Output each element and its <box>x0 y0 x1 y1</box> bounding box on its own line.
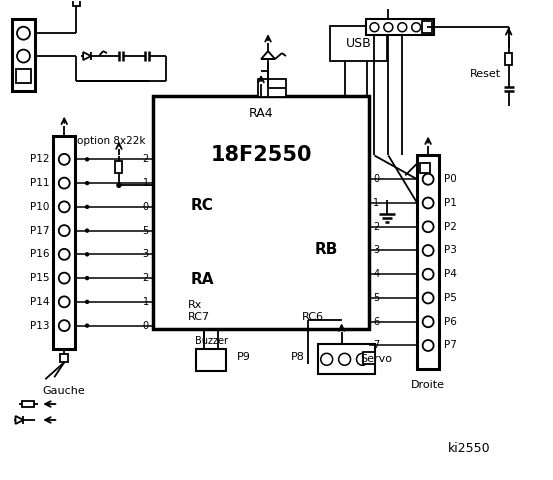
Text: P13: P13 <box>30 321 49 331</box>
Text: 4: 4 <box>373 269 379 279</box>
Text: RC: RC <box>190 198 213 213</box>
Text: 0: 0 <box>143 202 149 212</box>
Text: Rx: Rx <box>187 300 202 310</box>
Text: P16: P16 <box>30 250 49 259</box>
Circle shape <box>86 253 88 256</box>
Text: P1: P1 <box>444 198 457 208</box>
Bar <box>363 352 375 364</box>
Text: P11: P11 <box>30 178 49 188</box>
Bar <box>60 354 68 362</box>
Text: Reset: Reset <box>469 69 500 79</box>
Text: 0: 0 <box>143 321 149 331</box>
Text: 2: 2 <box>373 222 380 232</box>
Bar <box>23 401 34 407</box>
Circle shape <box>86 205 88 208</box>
Text: RC7: RC7 <box>187 312 210 322</box>
Text: RA: RA <box>190 272 214 287</box>
Text: 2: 2 <box>143 273 149 283</box>
Text: 7: 7 <box>373 340 380 350</box>
Text: 1: 1 <box>143 178 149 188</box>
Polygon shape <box>261 51 275 59</box>
Text: P14: P14 <box>30 297 49 307</box>
Text: 1: 1 <box>143 297 149 307</box>
Text: Servo: Servo <box>361 354 393 364</box>
Bar <box>505 53 512 65</box>
Text: ki2550: ki2550 <box>447 442 490 456</box>
Circle shape <box>117 183 121 187</box>
Circle shape <box>86 324 88 327</box>
Text: 5: 5 <box>373 293 380 303</box>
Text: P4: P4 <box>444 269 457 279</box>
Bar <box>53 136 75 349</box>
Bar <box>422 21 432 33</box>
Text: P0: P0 <box>444 174 457 184</box>
Text: Gauche: Gauche <box>43 386 86 396</box>
Bar <box>72 0 80 6</box>
Polygon shape <box>15 416 23 424</box>
Bar <box>196 349 226 371</box>
Bar <box>258 79 286 97</box>
Text: P15: P15 <box>30 273 49 283</box>
Text: P7: P7 <box>444 340 457 350</box>
Text: 18F2550: 18F2550 <box>210 145 312 166</box>
Circle shape <box>86 229 88 232</box>
Bar <box>367 19 434 35</box>
Text: P8: P8 <box>291 352 305 362</box>
Bar <box>116 161 122 173</box>
Text: 1: 1 <box>373 198 379 208</box>
Text: 6: 6 <box>373 317 379 327</box>
Text: P17: P17 <box>30 226 49 236</box>
Text: P6: P6 <box>444 317 457 327</box>
Circle shape <box>86 181 88 185</box>
Text: P3: P3 <box>444 245 457 255</box>
Text: RA4: RA4 <box>249 107 273 120</box>
Polygon shape <box>83 52 91 60</box>
Text: 3: 3 <box>143 250 149 259</box>
Text: USB: USB <box>346 36 372 49</box>
Bar <box>153 96 369 329</box>
Bar <box>330 26 387 61</box>
Bar <box>318 344 375 374</box>
Text: Buzzer: Buzzer <box>195 336 228 347</box>
Text: option 8x22k: option 8x22k <box>77 135 145 145</box>
Text: P9: P9 <box>237 352 251 362</box>
Bar <box>420 164 430 173</box>
Text: 2: 2 <box>143 155 149 164</box>
Bar <box>12 19 35 91</box>
Text: 5: 5 <box>143 226 149 236</box>
Text: P5: P5 <box>444 293 457 303</box>
Text: P2: P2 <box>444 222 457 232</box>
Text: RB: RB <box>315 242 338 257</box>
Text: P10: P10 <box>30 202 49 212</box>
Text: RC6: RC6 <box>302 312 324 322</box>
Text: P12: P12 <box>30 155 49 164</box>
Circle shape <box>86 300 88 303</box>
Circle shape <box>86 276 88 280</box>
Text: 0: 0 <box>373 174 379 184</box>
Bar <box>417 156 439 369</box>
Bar <box>15 69 32 83</box>
Text: Droite: Droite <box>411 380 445 390</box>
Circle shape <box>86 158 88 161</box>
Text: 3: 3 <box>373 245 379 255</box>
